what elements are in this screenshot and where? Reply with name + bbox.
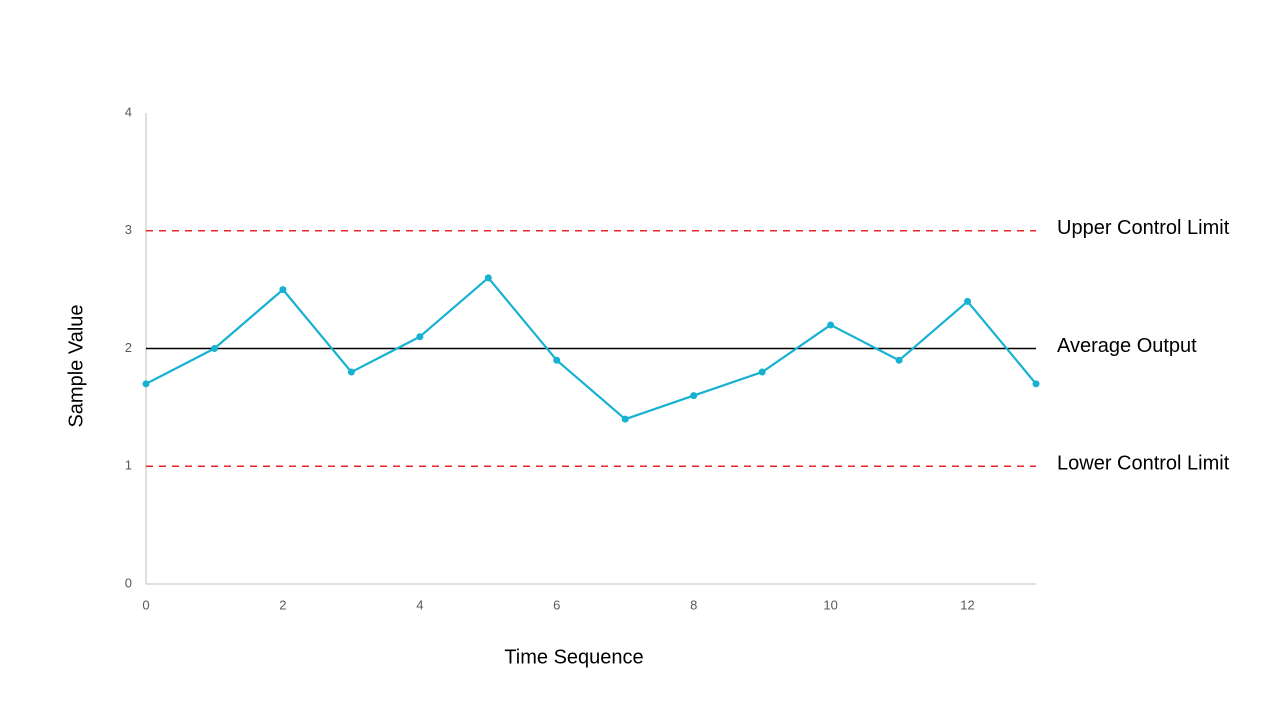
reference-label: Average Output xyxy=(1057,335,1197,357)
data-point xyxy=(758,368,766,376)
data-point xyxy=(964,297,972,305)
y-tick-label: 1 xyxy=(125,458,132,473)
x-tick-label: 8 xyxy=(690,597,697,612)
data-point xyxy=(347,368,355,376)
data-point xyxy=(484,274,492,282)
data-point xyxy=(279,286,287,294)
y-tick-label: 4 xyxy=(125,104,132,119)
data-point xyxy=(690,392,698,400)
data-point xyxy=(895,356,903,364)
y-axis-title: Sample Value xyxy=(65,304,87,427)
data-point xyxy=(1032,380,1040,388)
x-tick-label: 12 xyxy=(960,597,974,612)
x-axis-title: Time Sequence xyxy=(504,646,643,668)
y-tick-label: 2 xyxy=(125,340,132,355)
x-tick-label: 0 xyxy=(142,597,149,612)
reference-label: Upper Control Limit xyxy=(1057,217,1230,239)
x-tick-label: 6 xyxy=(553,597,560,612)
data-point xyxy=(142,380,150,388)
x-tick-label: 2 xyxy=(279,597,286,612)
data-line xyxy=(145,276,1037,421)
y-tick-label: 3 xyxy=(125,222,132,237)
reference-label: Lower Control Limit xyxy=(1057,453,1230,475)
x-tick-label: 10 xyxy=(823,597,837,612)
data-point xyxy=(827,321,835,329)
data-point xyxy=(416,333,424,341)
y-tick-label: 0 xyxy=(125,575,132,590)
data-point xyxy=(553,356,561,364)
data-point xyxy=(210,345,218,352)
x-tick-label: 4 xyxy=(416,597,423,612)
data-point xyxy=(621,415,629,423)
